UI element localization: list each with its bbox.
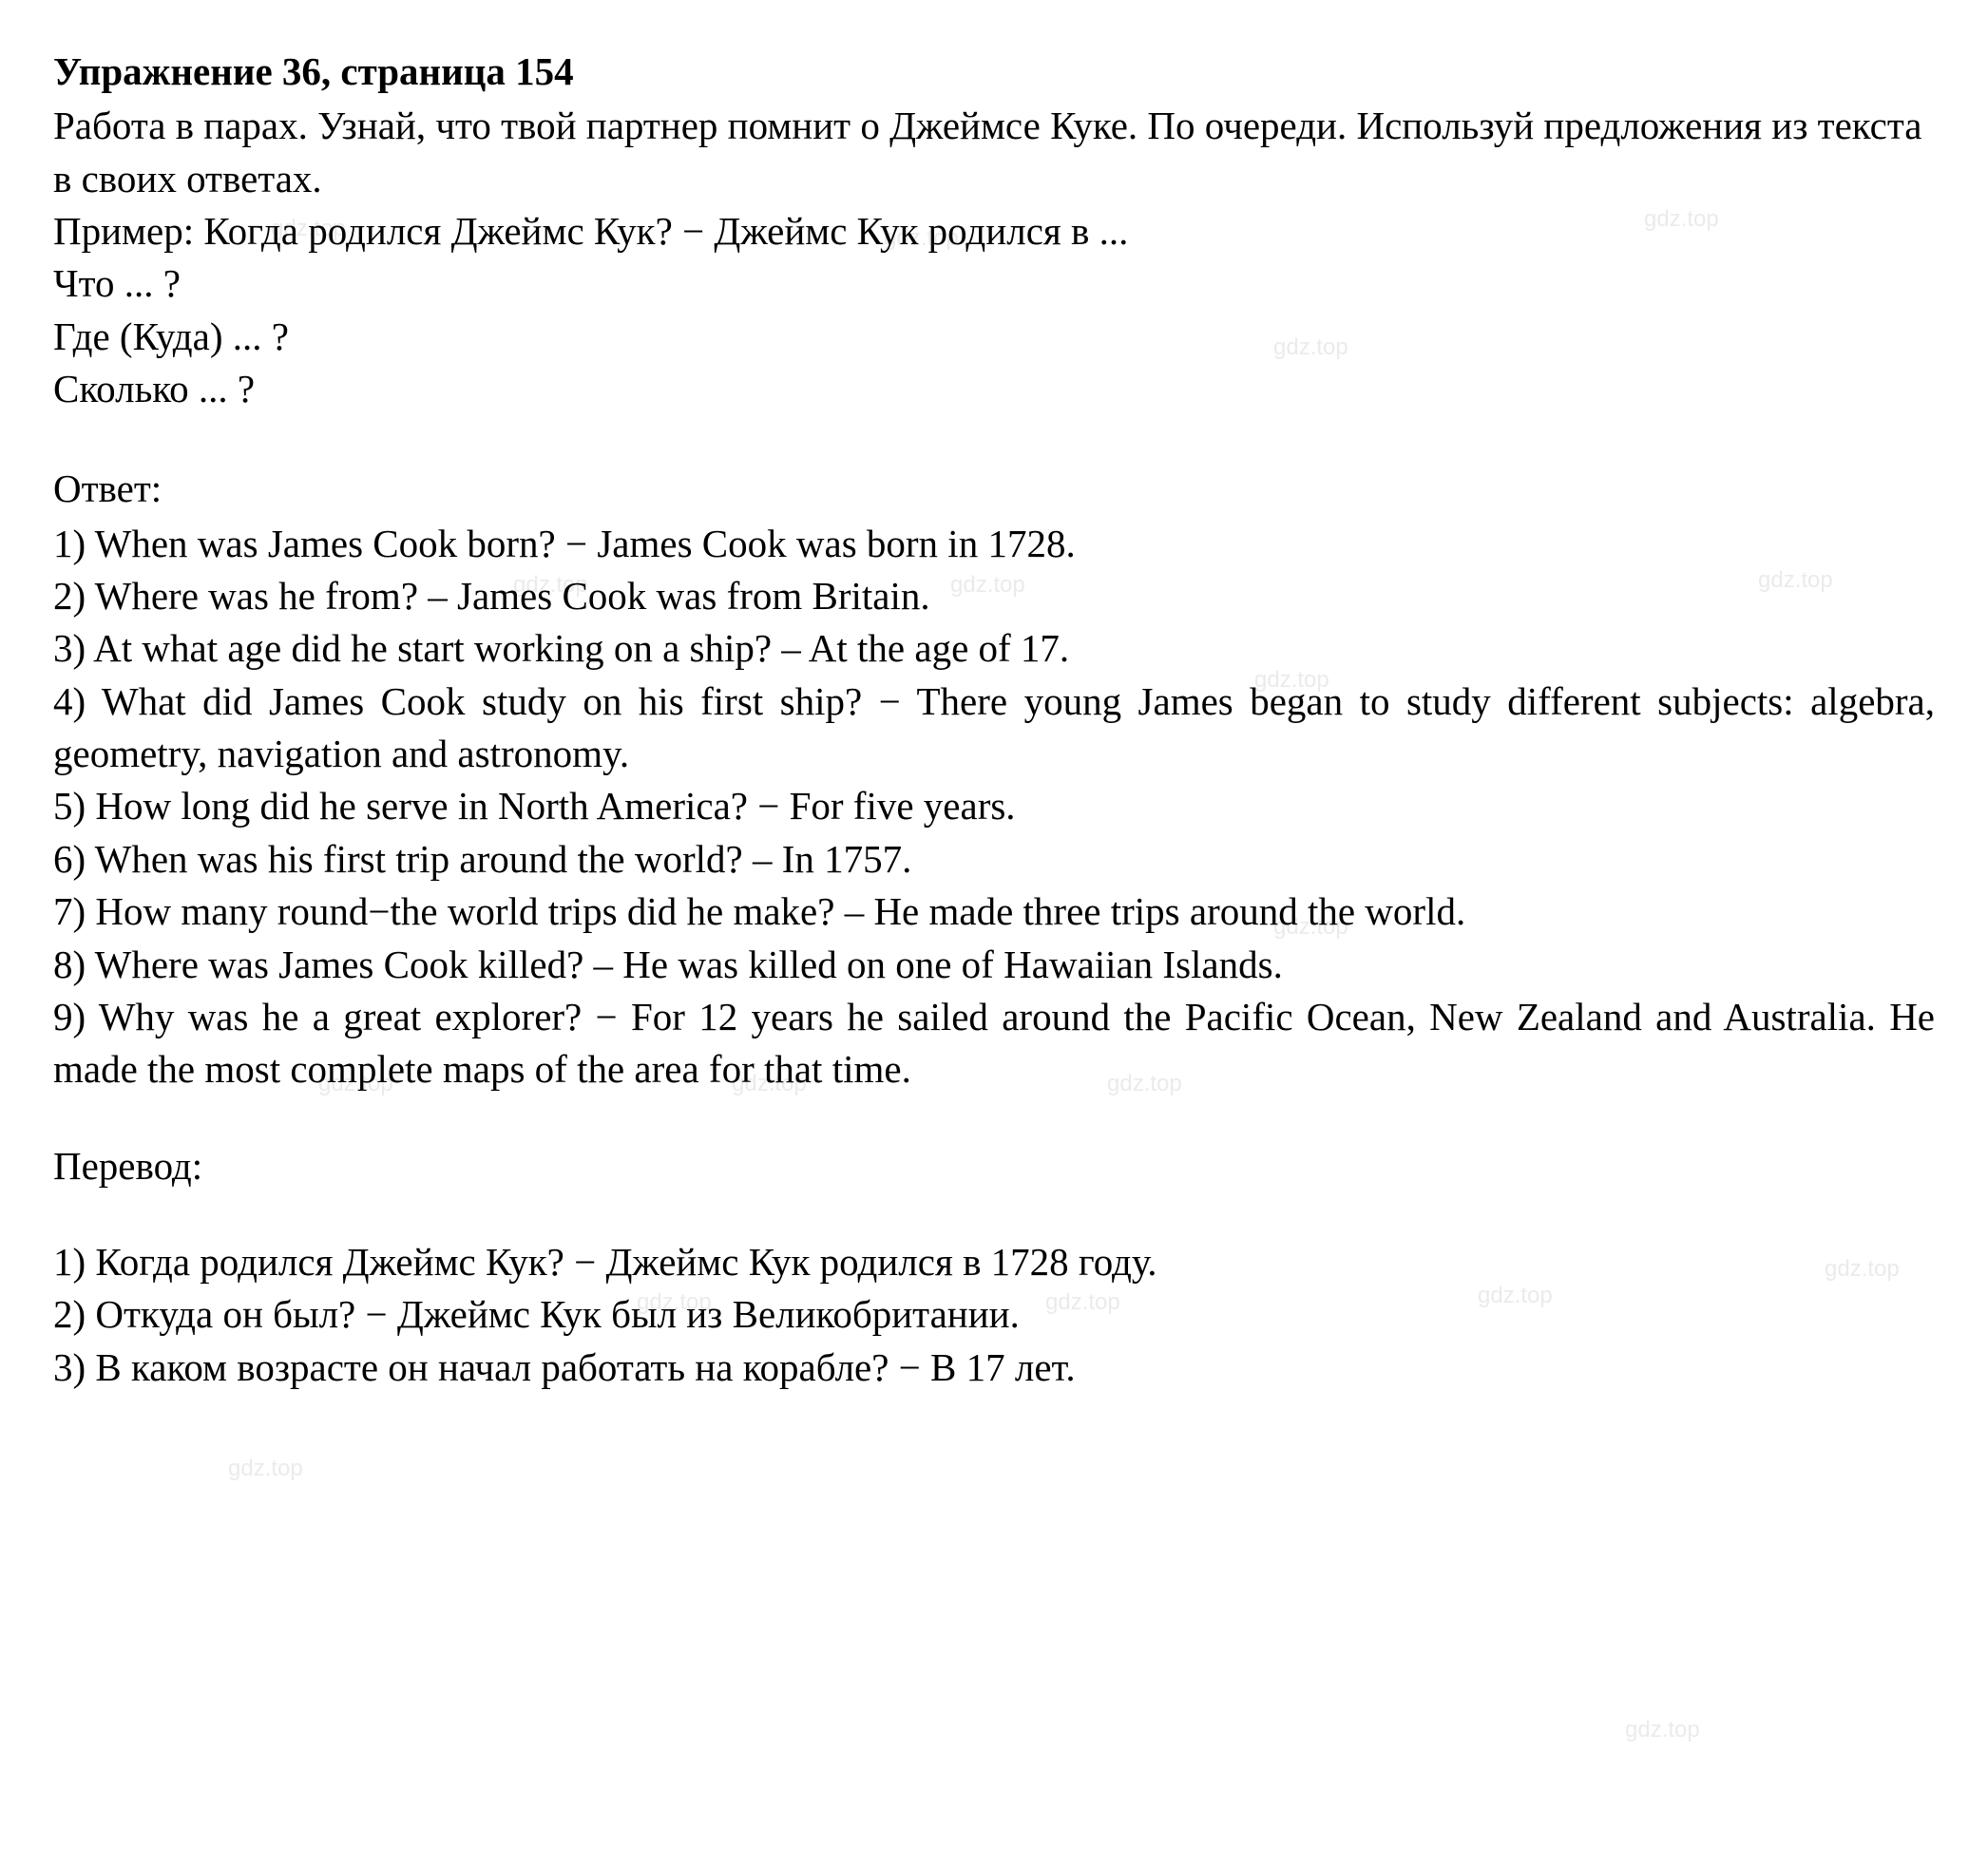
translations-list: 1) Когда родился Джеймс Кук? − Джеймс Ку… (53, 1236, 1935, 1394)
answer-item: 4) What did James Cook study on his firs… (53, 676, 1935, 781)
answer-item: 9) Why was he a great explorer? − For 12… (53, 991, 1935, 1096)
answer-item: 3) At what age did he start working on a… (53, 622, 1935, 675)
intro-where: Где (Куда) ... ? (53, 311, 1935, 363)
watermark: gdz.top (1625, 1715, 1700, 1745)
intro-howmany: Сколько ... ? (53, 363, 1935, 415)
answer-item: 1) When was James Cook born? − James Coo… (53, 518, 1935, 570)
intro-example: Пример: Когда родился Джеймс Кук? − Джей… (53, 205, 1935, 257)
answer-item: 7) How many round−the world trips did he… (53, 886, 1935, 938)
watermark: gdz.top (228, 1454, 303, 1484)
answer-item: 6) When was his first trip around the wo… (53, 833, 1935, 886)
translation-item: 2) Откуда он был? − Джеймс Кук был из Ве… (53, 1288, 1935, 1341)
answer-item: 5) How long did he serve in North Americ… (53, 780, 1935, 832)
exercise-title: Упражнение 36, страница 154 (53, 46, 1935, 98)
intro-text: Работа в парах. Узнай, что твой партнер … (53, 100, 1935, 205)
intro-block: Работа в парах. Узнай, что твой партнер … (53, 100, 1935, 415)
intro-what: Что ... ? (53, 257, 1935, 310)
answer-item: 2) Where was he from? – James Cook was f… (53, 570, 1935, 622)
answer-label: Ответ: (53, 463, 1935, 515)
translation-item: 3) В каком возрасте он начал работать на… (53, 1342, 1935, 1394)
translation-label: Перевод: (53, 1140, 1935, 1192)
translation-item: 1) Когда родился Джеймс Кук? − Джеймс Ку… (53, 1236, 1935, 1288)
answers-list: 1) When was James Cook born? − James Coo… (53, 518, 1935, 1096)
answer-item: 8) Where was James Cook killed? – He was… (53, 939, 1935, 991)
